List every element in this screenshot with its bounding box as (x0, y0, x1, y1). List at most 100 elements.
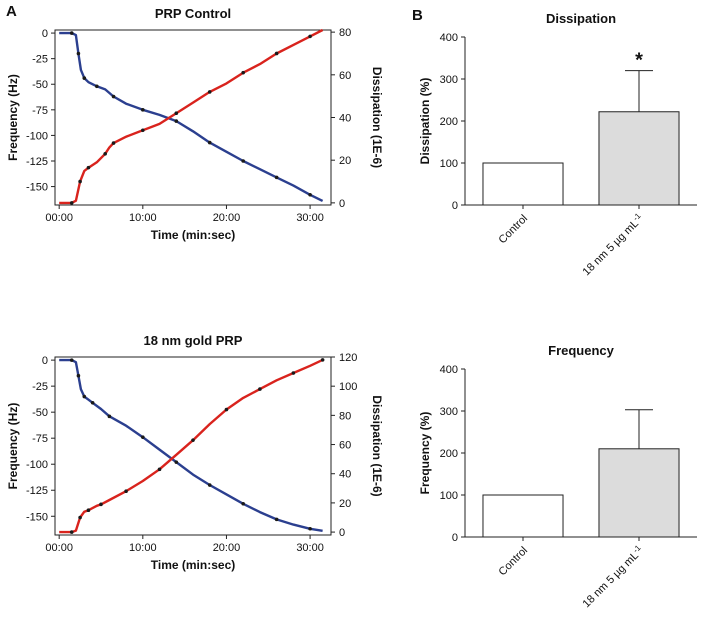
dissipation-data-point (291, 371, 296, 375)
y-tick-label: 200 (440, 116, 458, 128)
dissipation-data-point (124, 489, 128, 494)
y-tick-label: -75 (32, 105, 48, 117)
x-tick-label-superscript: -1 (631, 211, 643, 223)
panel-label-b: B (412, 7, 423, 24)
dissipation-data-point (258, 387, 262, 391)
y-axis-label: Dissipation (%) (418, 78, 432, 165)
frequency-data-point (82, 394, 87, 399)
frequency-data-point (308, 192, 312, 197)
dissipation-data-point (308, 34, 312, 39)
frequency-data-point (274, 175, 279, 180)
y-tick-label: 400 (440, 364, 458, 376)
y2-tick-label: 60 (339, 70, 351, 82)
bar-control (482, 162, 564, 206)
y-tick-label: -125 (26, 485, 48, 497)
dissipation-data-point (86, 508, 91, 512)
dissipation-data-point (99, 502, 103, 507)
plot-frame (54, 29, 332, 206)
x-tick-label-18-nm-5-g-ml: 18 nm 5 µg mL-1 (579, 543, 646, 610)
y2-axis-label: Dissipation (1E-6) (370, 67, 384, 168)
dissipation-bar-chart: Dissipation 0 100 200 300 400 Dissipation (%) C… (418, 11, 697, 278)
dissipation-data-point (78, 515, 82, 520)
frequency-series-line (59, 31, 324, 202)
x-tick-label: 10:00 (129, 542, 157, 554)
frequency-data-point (174, 460, 179, 464)
y-axis-label: Frequency (%) (418, 412, 432, 495)
y-tick-label: 0 (452, 532, 458, 544)
frequency-data-point (90, 401, 95, 405)
x-tick-label: 30:00 (296, 212, 324, 224)
plot-frame (54, 356, 332, 536)
y2-tick-label: 40 (339, 469, 351, 481)
frequency-bar-chart: Frequency 0 100 200 300 400 Frequency (%) Contr… (418, 343, 697, 610)
y-tick-label: -100 (26, 459, 48, 471)
x-axis-label: Time (min:sec) (151, 558, 235, 572)
x-tick-label-control: Control (497, 545, 531, 579)
y2-axis-label: Dissipation (1E-6) (370, 395, 384, 496)
bar-18-nm-5-g-ml (598, 448, 680, 538)
dissipation-series-line (59, 358, 324, 534)
frequency-data-point (95, 84, 99, 89)
frequency-data-point (308, 526, 312, 531)
x-tick-label-control: Control (497, 213, 531, 247)
x-tick-label-18-nm-5-g-ml: 18 nm 5 µg mL-1 (579, 211, 646, 278)
dissipation-data-point (224, 407, 229, 412)
x-tick-label: 20:00 (213, 542, 241, 554)
significance-marker: * (635, 50, 643, 72)
x-tick-label: 20:00 (213, 212, 241, 224)
y2-tick-label: 80 (339, 27, 351, 39)
dissipation-data-point (191, 438, 195, 442)
dissipation-data-point (86, 165, 91, 170)
x-tick-label: 00:00 (45, 542, 73, 554)
frequency-data-point (274, 517, 279, 522)
y2-tick-label: 80 (339, 410, 351, 422)
y2-tick-label: 20 (339, 498, 351, 510)
y-tick-label: -150 (26, 182, 48, 194)
frequency-data-point (69, 31, 74, 35)
dissipation-data-point (174, 111, 179, 116)
y-tick-label: -75 (32, 433, 48, 445)
y-tick-label: -50 (32, 407, 48, 419)
x-tick-label: 30:00 (296, 542, 324, 554)
y-tick-label: 200 (440, 448, 458, 460)
dissipation-data-point (111, 141, 116, 145)
dissipation-data-point (274, 51, 279, 56)
bar-18-nm-5-g-ml (598, 111, 680, 206)
chart-title: 18 nm gold PRP (144, 333, 243, 348)
x-tick-label: 00:00 (45, 212, 73, 224)
frequency-data-point (207, 483, 212, 487)
frequency-data-point (69, 358, 74, 362)
y-tick-label: -25 (32, 381, 48, 393)
dissipation-data-point (141, 128, 145, 133)
y-tick-label: -100 (26, 130, 48, 142)
frequency-data-point (111, 94, 116, 99)
y-tick-label: -50 (32, 79, 48, 91)
y-tick-label: 0 (42, 28, 48, 40)
chart-title: Dissipation (546, 11, 616, 26)
y-tick-label: -125 (26, 156, 48, 168)
dissipation-data-point (78, 179, 82, 184)
frequency-data-point (207, 140, 212, 145)
y2-tick-label: 100 (339, 381, 357, 393)
dissipation-data-point (157, 467, 162, 472)
y2-tick-label: 40 (339, 113, 351, 125)
y2-tick-label: 120 (339, 352, 357, 364)
x-tick-label: 10:00 (129, 212, 157, 224)
dissipation-data-point (320, 358, 325, 362)
dissipation-data-point (241, 70, 245, 75)
bar-control (482, 494, 564, 538)
dissipation-series-line (59, 28, 324, 205)
y-tick-label: -150 (26, 511, 48, 523)
dissipation-data-point (207, 90, 212, 94)
frequency-data-point (141, 108, 145, 112)
frequency-data-point (174, 119, 179, 123)
y-tick-label: 0 (452, 200, 458, 212)
frequency-data-point (76, 51, 81, 56)
dissipation-data-point (103, 151, 107, 156)
y-tick-label: 100 (440, 158, 458, 170)
y2-tick-label: 0 (339, 527, 345, 539)
chart-title: Frequency (548, 343, 615, 358)
x-tick-label-superscript: -1 (631, 543, 643, 555)
dissipation-data-point (69, 530, 74, 534)
